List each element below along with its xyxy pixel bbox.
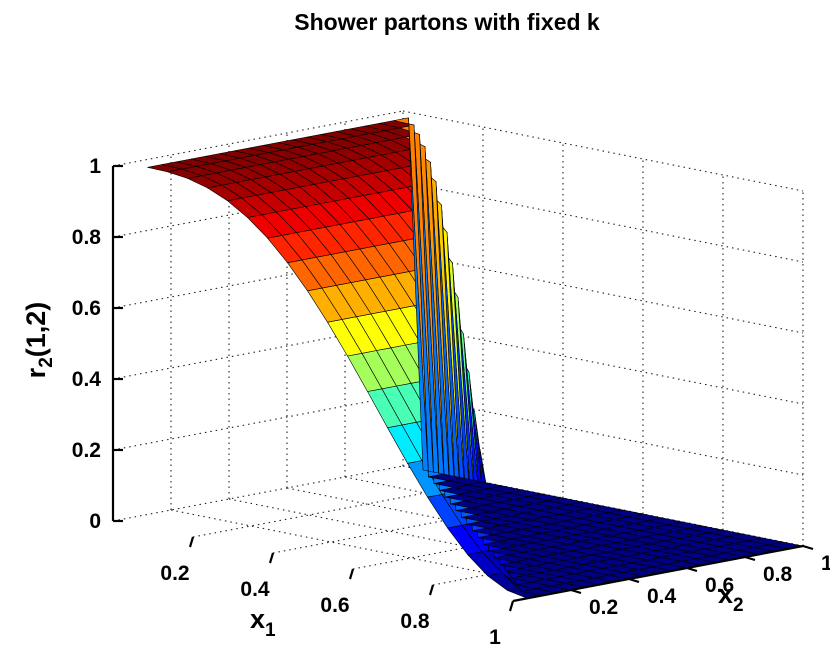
y-tick-label: 0.2 [589, 596, 618, 619]
z-tick-label: 0.6 [72, 297, 101, 320]
grid-line-back [402, 181, 804, 263]
x-axis-label: x1 [250, 604, 276, 641]
x-tick-mark [348, 568, 355, 580]
x-tick-mark [268, 552, 275, 564]
grid-line-floor [228, 498, 630, 580]
y-tick-mark [570, 588, 582, 595]
grid-line-left [112, 465, 404, 522]
x-tick-label: 0.8 [400, 610, 430, 633]
surface-facet [408, 117, 444, 478]
z-tick-label: 0 [89, 510, 101, 533]
x-tick-label: 0.6 [320, 594, 349, 617]
x-tick-mark [508, 600, 515, 612]
chart-title: Shower partons with fixed k [294, 9, 600, 35]
surface [147, 117, 804, 599]
x-tick-mark [428, 584, 435, 596]
grid-line-left [112, 394, 404, 451]
grid-line-floor [170, 509, 572, 591]
x-tick-label: 0.4 [240, 578, 270, 601]
tick-labels: 0 0.2 0.4 0.6 0.8 1 0.2 0.4 0.6 0.8 1 0.2 0.4 0.6 0.8 1 [72, 155, 830, 649]
y-axis-line [512, 544, 804, 603]
y-tick-mark [628, 577, 640, 584]
z-tick-label: 0.8 [72, 226, 102, 249]
z-tick-label: 1 [89, 155, 101, 178]
y-tick-label: 1 [821, 552, 830, 575]
grid-line-back [402, 323, 804, 405]
axes [111, 164, 814, 612]
x-tick-label: 1 [489, 626, 501, 649]
grid-line-back [402, 252, 804, 334]
y-tick-mark [744, 555, 756, 562]
z-axis-label: r2(1,2) [21, 302, 57, 379]
y-tick-label: 0.6 [705, 574, 734, 597]
z-tick-label: 0.2 [72, 439, 101, 462]
y-axis-label: x2 [718, 579, 744, 616]
x-tick-label: 0.2 [160, 562, 189, 585]
y-tick-label: 0.8 [763, 563, 793, 586]
x-tick-mark [188, 536, 195, 548]
grid-line-back [402, 110, 804, 192]
y-tick-mark [802, 544, 814, 551]
grid-line-back [402, 394, 804, 476]
z-tick-label: 0.4 [72, 368, 102, 391]
y-tick-mark [686, 566, 698, 573]
y-tick-label: 0.4 [647, 585, 677, 608]
